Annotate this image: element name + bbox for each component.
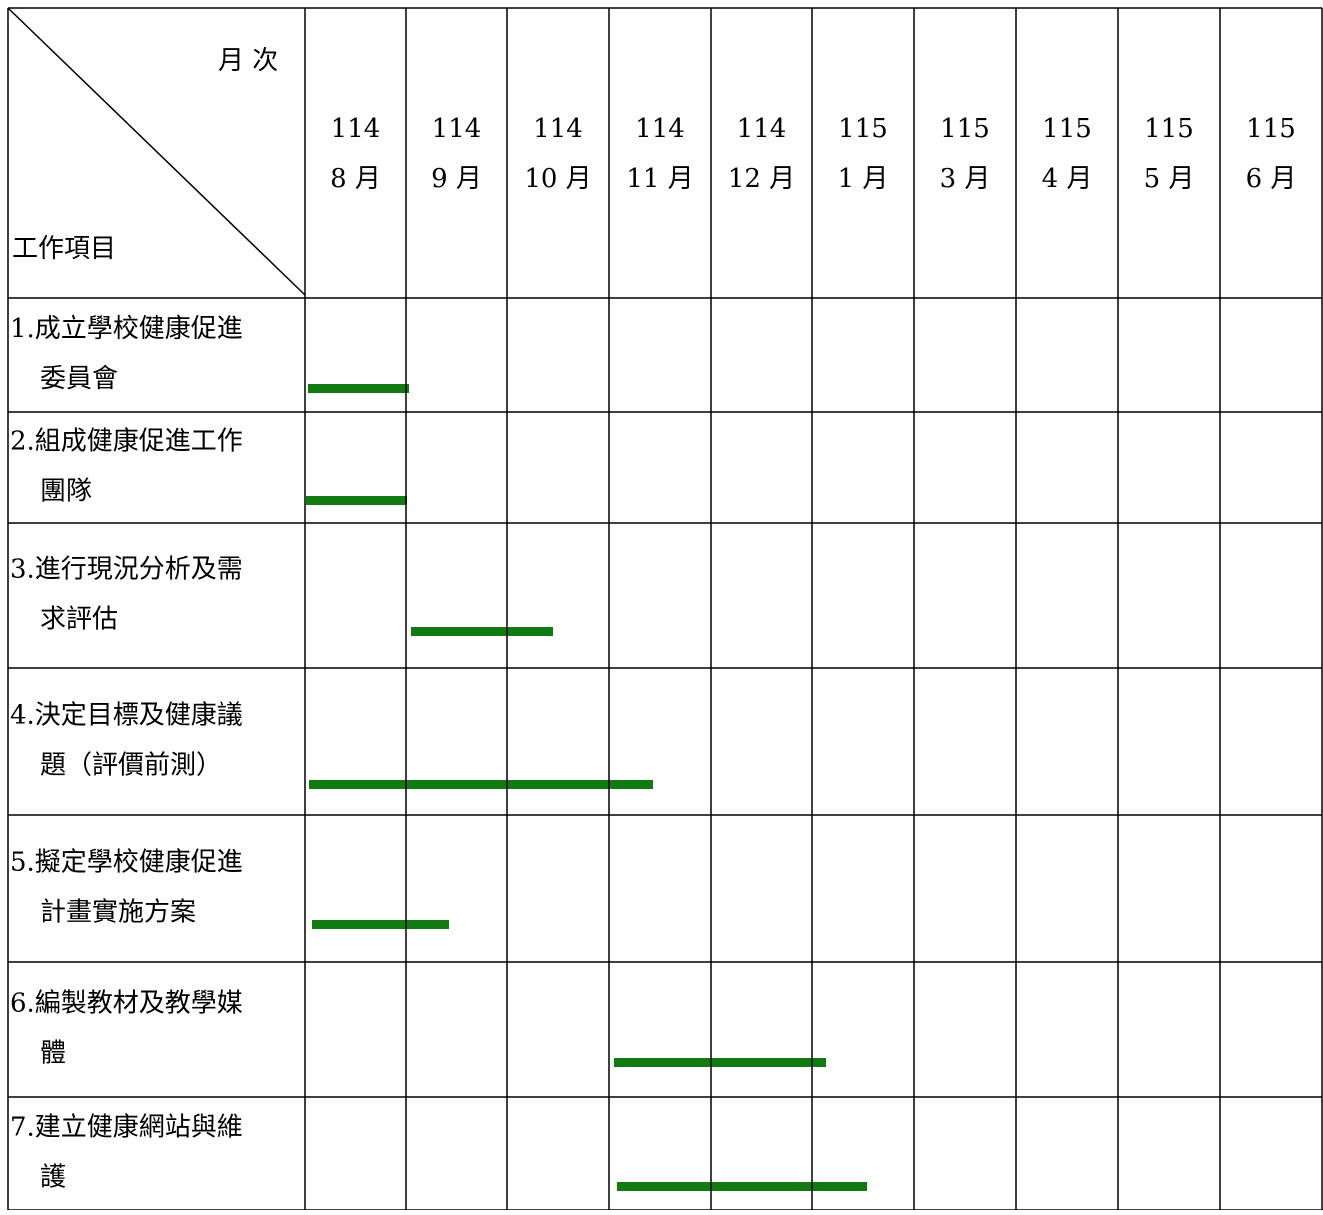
task-label: 委員會 [40,364,118,394]
task-label: 體 [40,1039,66,1069]
task-bar [617,1182,867,1191]
task-label: 5.擬定學校健康促進 [10,848,243,878]
month-name: 1 月 [838,164,889,194]
month-year: 114 [533,114,583,144]
month-name: 4 月 [1042,164,1093,194]
month-name: 12 月 [728,164,795,194]
month-year: 115 [940,114,990,144]
task-bar [309,780,653,789]
task-label: 4.決定目標及健康議 [10,701,243,731]
month-year: 114 [737,114,787,144]
month-name: 6 月 [1246,164,1297,194]
item-header: 工作項目 [12,234,116,264]
month-year: 114 [635,114,685,144]
month-name: 9 月 [431,164,482,194]
task-label: 求評估 [40,605,118,635]
task-label: 計畫實施方案 [40,898,196,928]
task-label: 團隊 [40,477,92,507]
month-name: 10 月 [524,164,591,194]
task-bar [614,1058,826,1067]
task-label: 3.進行現況分析及需 [10,555,243,585]
month-name: 8 月 [330,164,381,194]
month-year: 115 [838,114,888,144]
month-year: 115 [1042,114,1092,144]
task-bar [306,496,407,505]
month-name: 11 月 [626,164,693,194]
task-label: 6.編製教材及教學媒 [10,989,243,1019]
gantt-bars [306,384,867,1191]
month-year: 114 [432,114,482,144]
month-header: 月 次 [218,46,278,76]
month-year: 115 [1246,114,1296,144]
month-year: 115 [1144,114,1194,144]
month-name: 5 月 [1144,164,1195,194]
task-bar [312,920,449,929]
task-label: 護 [40,1163,66,1193]
task-label: 題（評價前測） [40,751,222,781]
task-label: 2.組成健康促進工作 [10,427,243,457]
task-label: 7.建立健康網站與維 [10,1113,243,1143]
month-name: 3 月 [940,164,991,194]
header-diagonal [7,7,306,296]
task-label: 1.成立學校健康促進 [10,314,243,344]
task-bar [308,384,409,393]
month-year: 114 [331,114,381,144]
task-bar [411,627,553,636]
